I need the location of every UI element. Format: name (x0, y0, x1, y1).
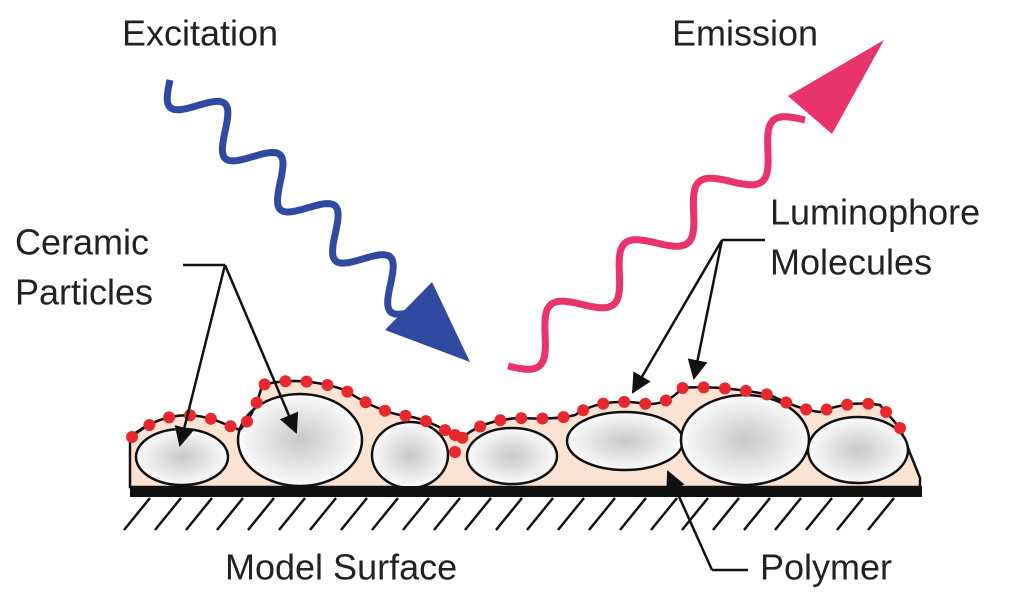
luminophore-dot (639, 397, 652, 410)
luminophore-dot (557, 411, 570, 424)
hatch-line (805, 497, 833, 531)
luminophore-dot (800, 403, 813, 416)
luminophore-dot (449, 429, 461, 441)
luminophore-dot (515, 412, 528, 425)
hatch-line (743, 497, 771, 531)
hatch-line (216, 497, 244, 531)
hatch-line (340, 497, 368, 531)
ceramic-label: Ceramic (15, 222, 149, 263)
luminophore-dot (279, 375, 292, 388)
luminophore-dot (618, 395, 631, 408)
excitation-label: Excitation (122, 13, 278, 54)
model-surface-bar (130, 486, 922, 497)
hatch-line (185, 497, 213, 531)
hatch-line (433, 497, 461, 531)
hatch-line (402, 497, 430, 531)
luminophore-dot (862, 397, 875, 410)
hatch-line (278, 497, 306, 531)
luminophore-dot (894, 422, 906, 434)
luminophore-dot (419, 415, 432, 428)
hatch-line (526, 497, 554, 531)
hatch-line (774, 497, 802, 531)
excitation-arrowhead (385, 282, 470, 362)
luminophore-dot (250, 396, 263, 409)
hatch-line (867, 497, 895, 531)
luminophore-dot (163, 411, 176, 424)
luminophore-dot (143, 419, 156, 432)
luminophore-dot (841, 398, 854, 411)
luminophore-dot (359, 396, 372, 409)
luminophore-dot (659, 394, 672, 407)
hatch-line (123, 497, 151, 531)
luminophore-dot (399, 409, 412, 422)
luminophore-label: Luminophore (770, 192, 980, 233)
luminophore-dot (258, 378, 271, 391)
luminophore-dot (494, 414, 507, 427)
hatch-line (495, 497, 523, 531)
luminophore-dot (880, 406, 893, 419)
ceramic-label: Particles (15, 272, 153, 313)
hatch-line (154, 497, 182, 531)
hatch-line (557, 497, 585, 531)
hatch-line (464, 497, 492, 531)
luminophore-dot (536, 412, 549, 425)
hatch-line (712, 497, 740, 531)
luminophore-dot (126, 431, 138, 443)
hatch-line (309, 497, 337, 531)
luminophore-dot (597, 397, 610, 410)
luminophore-dot (241, 415, 254, 428)
luminophore-dot (820, 403, 833, 416)
emission-label: Emission (672, 13, 818, 54)
emission-arrowhead (788, 40, 884, 134)
luminophore-dot (780, 396, 793, 409)
luminophore-label: Molecules (770, 242, 932, 283)
hatch-line (650, 497, 678, 531)
luminophore-dot (697, 381, 710, 394)
luminophore-dot (739, 384, 752, 397)
hatch-line (619, 497, 647, 531)
emission-wave (507, 113, 806, 373)
luminophore-dot (224, 420, 237, 433)
luminophore-dot (378, 404, 391, 417)
hatch-line (588, 497, 616, 531)
luminophore-dot (300, 375, 313, 388)
polymer-label: Polymer (760, 547, 892, 588)
luminophore-dot (438, 424, 451, 437)
luminophore-dot (760, 388, 773, 401)
hatch-line (681, 497, 709, 531)
model-surface-label: Model Surface (225, 547, 457, 588)
excitation-wave (163, 79, 419, 318)
luminophore-dot (577, 404, 590, 417)
hatch-line (247, 497, 275, 531)
hatch-line (836, 497, 864, 531)
luminophore-dot (204, 412, 217, 425)
luminophore-dot (449, 446, 461, 458)
luminophore-dot (341, 385, 354, 398)
luminophore-dot (321, 379, 334, 392)
luminophore-dot (474, 420, 487, 433)
surface-hatch (123, 497, 895, 531)
hatch-line (371, 497, 399, 531)
luminophore-dots (126, 375, 906, 458)
leader-lines (174, 238, 765, 572)
luminophore-dot (718, 382, 731, 395)
luminophore-dot (676, 381, 689, 394)
